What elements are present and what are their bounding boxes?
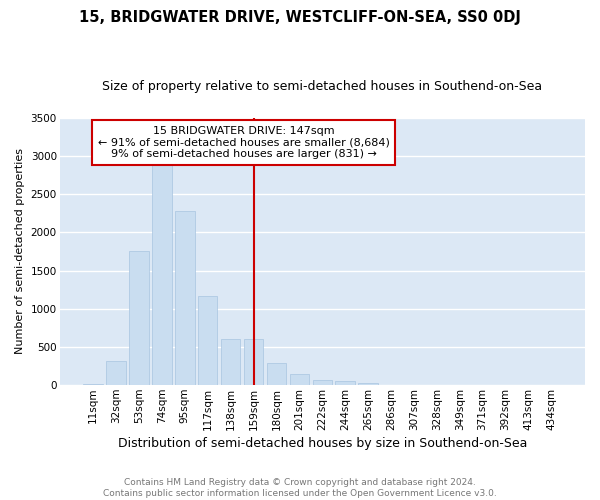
Bar: [313, 380, 332, 385]
Bar: [152, 162, 172, 385]
Bar: [129, 252, 149, 385]
Bar: [221, 338, 241, 385]
Bar: [335, 380, 355, 385]
X-axis label: Distribution of semi-detached houses by size in Southend-on-Sea: Distribution of semi-detached houses by …: [118, 437, 527, 450]
Y-axis label: Number of semi-detached properties: Number of semi-detached properties: [15, 148, 25, 354]
Bar: [358, 383, 378, 385]
Bar: [106, 361, 126, 385]
Bar: [290, 374, 309, 385]
Text: Contains HM Land Registry data © Crown copyright and database right 2024.
Contai: Contains HM Land Registry data © Crown c…: [103, 478, 497, 498]
Bar: [198, 296, 217, 385]
Bar: [175, 211, 194, 385]
Bar: [267, 362, 286, 385]
Bar: [83, 384, 103, 385]
Bar: [244, 338, 263, 385]
Title: Size of property relative to semi-detached houses in Southend-on-Sea: Size of property relative to semi-detach…: [102, 80, 542, 93]
Text: 15, BRIDGWATER DRIVE, WESTCLIFF-ON-SEA, SS0 0DJ: 15, BRIDGWATER DRIVE, WESTCLIFF-ON-SEA, …: [79, 10, 521, 25]
Text: 15 BRIDGWATER DRIVE: 147sqm
← 91% of semi-detached houses are smaller (8,684)
9%: 15 BRIDGWATER DRIVE: 147sqm ← 91% of sem…: [98, 126, 389, 159]
